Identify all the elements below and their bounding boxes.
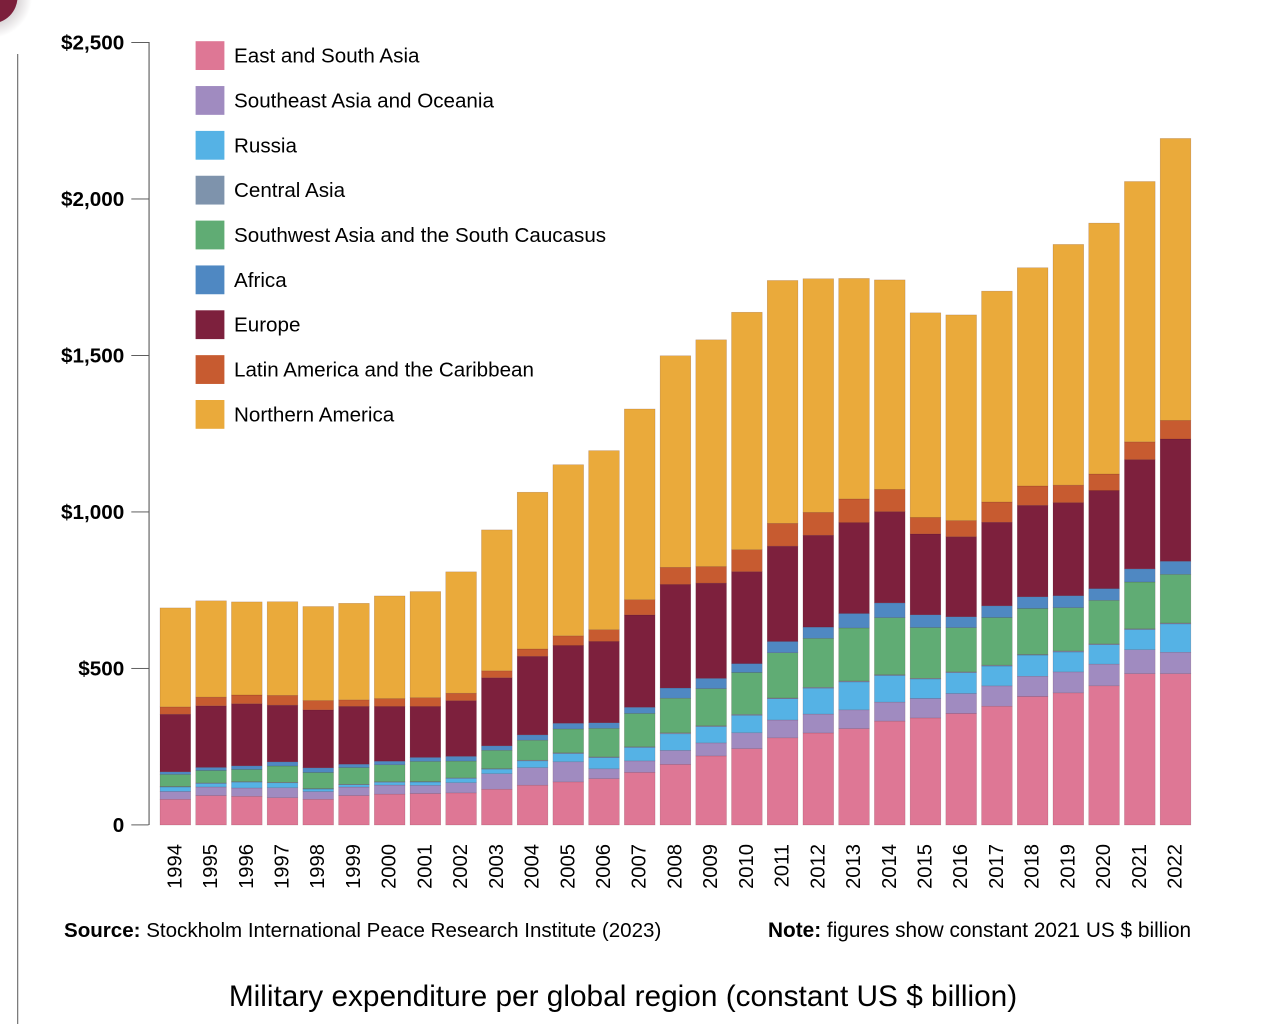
svg-text:2019: 2019 (1057, 844, 1079, 889)
svg-text:Military expenditure per globa: Military expenditure per global region (… (229, 980, 1017, 1013)
svg-text:0: 0 (113, 814, 125, 837)
svg-text:Russia: Russia (234, 134, 297, 157)
svg-text:2015: 2015 (914, 844, 936, 889)
svg-text:2012: 2012 (807, 844, 829, 889)
svg-text:Northern America: Northern America (234, 403, 395, 426)
svg-text:2007: 2007 (629, 844, 651, 889)
svg-text:East and South Asia: East and South Asia (234, 45, 420, 68)
svg-text:2021: 2021 (1129, 844, 1151, 889)
svg-text:Note: figures show constant 20: Note: figures show constant 2021 US $ bi… (768, 919, 1191, 942)
svg-text:2013: 2013 (843, 844, 865, 889)
svg-text:2009: 2009 (700, 844, 722, 889)
svg-text:2002: 2002 (450, 844, 472, 889)
svg-text:Central Asia: Central Asia (234, 179, 346, 202)
svg-text:Europe: Europe (234, 314, 300, 337)
svg-text:2020: 2020 (1093, 844, 1115, 889)
svg-text:$2,000: $2,000 (61, 188, 124, 211)
svg-text:1996: 1996 (236, 844, 258, 889)
svg-text:Source: Stockholm Internationa: Source: Stockholm International Peace Re… (64, 919, 661, 942)
svg-text:2022: 2022 (1165, 844, 1187, 889)
svg-text:Southwest Asia and the South C: Southwest Asia and the South Caucasus (234, 224, 606, 247)
svg-text:$1,500: $1,500 (61, 345, 124, 368)
svg-text:2004: 2004 (522, 844, 544, 889)
svg-text:1995: 1995 (200, 844, 222, 889)
svg-text:2018: 2018 (1022, 844, 1044, 889)
svg-text:$500: $500 (78, 658, 124, 681)
svg-text:2008: 2008 (664, 844, 686, 889)
svg-text:2006: 2006 (593, 844, 615, 889)
svg-text:2003: 2003 (486, 844, 508, 889)
svg-text:1998: 1998 (307, 844, 329, 889)
svg-text:2001: 2001 (414, 844, 436, 889)
svg-text:Africa: Africa (234, 269, 287, 292)
svg-text:2005: 2005 (557, 844, 579, 889)
svg-text:1999: 1999 (343, 844, 365, 889)
svg-text:Latin America and the Caribbea: Latin America and the Caribbean (234, 359, 534, 382)
svg-text:Southeast Asia and Oceania: Southeast Asia and Oceania (234, 89, 494, 112)
svg-text:2011: 2011 (772, 844, 794, 887)
svg-text:2010: 2010 (736, 844, 758, 889)
svg-text:1997: 1997 (272, 844, 294, 889)
svg-text:1994: 1994 (164, 844, 186, 889)
svg-text:2000: 2000 (379, 844, 401, 889)
svg-text:$2,500: $2,500 (61, 32, 124, 55)
svg-text:2016: 2016 (950, 844, 972, 889)
svg-text:$1,000: $1,000 (61, 501, 124, 524)
svg-text:2017: 2017 (986, 844, 1008, 889)
svg-text:2014: 2014 (879, 844, 901, 889)
